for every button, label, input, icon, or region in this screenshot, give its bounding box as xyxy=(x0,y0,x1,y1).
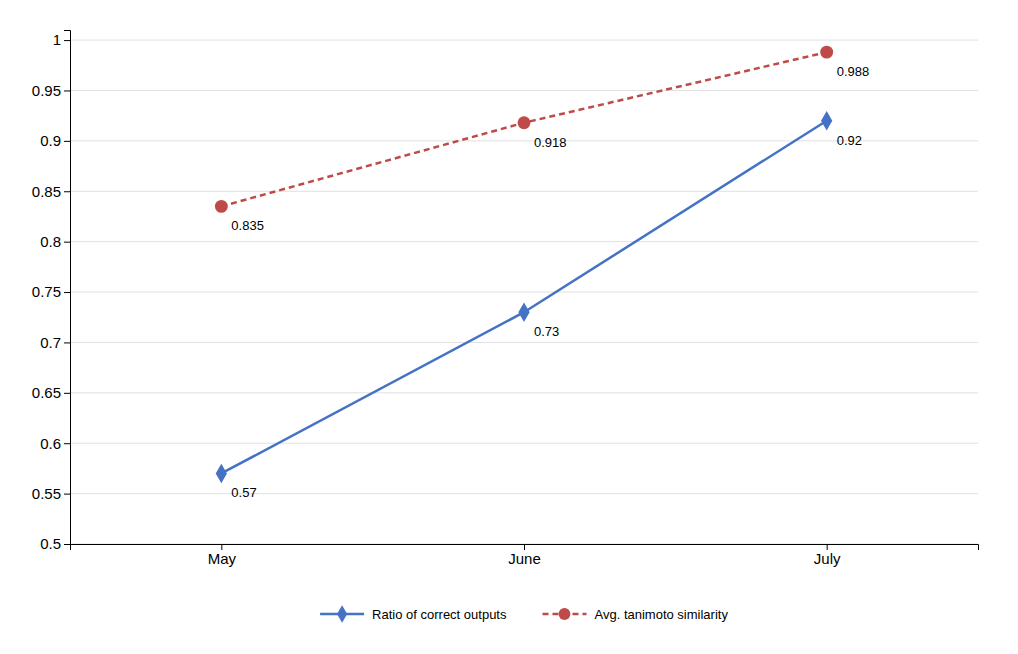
y-tick: 0.75 xyxy=(32,283,70,300)
series-marker xyxy=(821,111,832,131)
x-tick-label: May xyxy=(208,550,237,567)
y-tick-mark xyxy=(64,191,70,192)
y-tick-label: 0.8 xyxy=(40,233,61,250)
y-tick-mark xyxy=(64,40,70,41)
grid-line xyxy=(70,40,978,41)
y-tick: 0.7 xyxy=(40,334,70,351)
y-axis: 0.5 0.55 0.6 0.65 0.7 0.75 0.8 0.85 0.9 0.95 1 xyxy=(32,31,71,553)
legend-marker xyxy=(337,605,347,623)
y-tick-mark xyxy=(64,393,70,394)
grid-line xyxy=(70,90,978,91)
y-tick-label: 0.55 xyxy=(32,485,61,502)
series-group xyxy=(215,46,833,483)
grid-line xyxy=(70,191,978,192)
y-tick: 0.8 xyxy=(40,233,70,250)
series-line xyxy=(221,52,826,206)
y-tick-mark xyxy=(64,494,70,495)
series-marker xyxy=(518,116,531,129)
y-tick-label: 0.9 xyxy=(40,132,61,149)
plot: MayJuneJuly0.50.550.60.650.70.750.80.850… xyxy=(32,31,979,567)
y-tick-label: 0.95 xyxy=(32,82,61,99)
data-label: 0.92 xyxy=(837,133,862,148)
grid-line xyxy=(70,392,978,393)
series-marker xyxy=(215,200,228,213)
y-tick-mark xyxy=(64,342,70,343)
y-tick-mark xyxy=(64,544,70,545)
data-label: 0.57 xyxy=(231,485,256,500)
y-tick: 0.85 xyxy=(32,183,70,200)
y-tick-mark xyxy=(64,443,70,444)
y-tick-mark xyxy=(64,292,70,293)
y-tick-label: 0.7 xyxy=(40,334,61,351)
legend-item: Avg. tanimoto similarity xyxy=(542,607,728,622)
y-tick: 0.9 xyxy=(40,132,70,149)
grid-line xyxy=(70,443,978,444)
grid-line xyxy=(70,292,978,293)
grid xyxy=(70,40,978,544)
x-tick-label: July xyxy=(814,550,841,567)
x-tick: May xyxy=(208,544,237,567)
data-label: 0.835 xyxy=(231,218,264,233)
y-tick-label: 0.65 xyxy=(32,384,61,401)
x-tick: June xyxy=(508,544,541,567)
series-line xyxy=(221,121,826,474)
series-marker xyxy=(216,464,227,484)
legend: Ratio of correct outputs Avg. tanimoto si… xyxy=(320,605,728,623)
x-axis: May June July xyxy=(71,544,979,567)
y-tick: 1 xyxy=(53,31,70,48)
y-tick: 0.55 xyxy=(32,485,70,502)
grid-line xyxy=(70,493,978,494)
series-marker xyxy=(518,302,529,322)
y-tick-label: 0.6 xyxy=(40,435,61,452)
data-label: 0.918 xyxy=(534,135,567,150)
y-tick: 0.65 xyxy=(32,384,70,401)
y-tick-mark xyxy=(64,90,70,91)
grid-line xyxy=(70,342,978,343)
grid-line xyxy=(70,241,978,242)
legend-label: Ratio of correct outputs xyxy=(372,607,507,622)
legend-label: Avg. tanimoto similarity xyxy=(594,607,728,622)
y-tick-mark xyxy=(64,141,70,142)
data-labels: 0.57 0.73 0.92 0.835 0.918 0.988 xyxy=(231,64,869,500)
x-tick-label: June xyxy=(508,550,541,567)
legend-marker xyxy=(559,608,571,620)
data-label: 0.73 xyxy=(534,324,559,339)
y-tick-mark xyxy=(64,242,70,243)
chart: MayJuneJuly0.50.550.60.650.70.750.80.850… xyxy=(0,0,1018,654)
series-marker xyxy=(820,46,833,59)
y-tick-label: 0.75 xyxy=(32,283,61,300)
y-tick-label: 0.85 xyxy=(32,183,61,200)
x-tick: July xyxy=(814,544,841,567)
legend-item: Ratio of correct outputs xyxy=(320,605,507,623)
y-tick: 0.5 xyxy=(40,535,70,552)
y-axis-line xyxy=(64,31,71,545)
data-label: 0.988 xyxy=(837,64,870,79)
y-tick-label: 1 xyxy=(53,31,61,48)
y-tick: 0.95 xyxy=(32,82,70,99)
y-tick: 0.6 xyxy=(40,435,70,452)
y-tick-label: 0.5 xyxy=(40,535,61,552)
